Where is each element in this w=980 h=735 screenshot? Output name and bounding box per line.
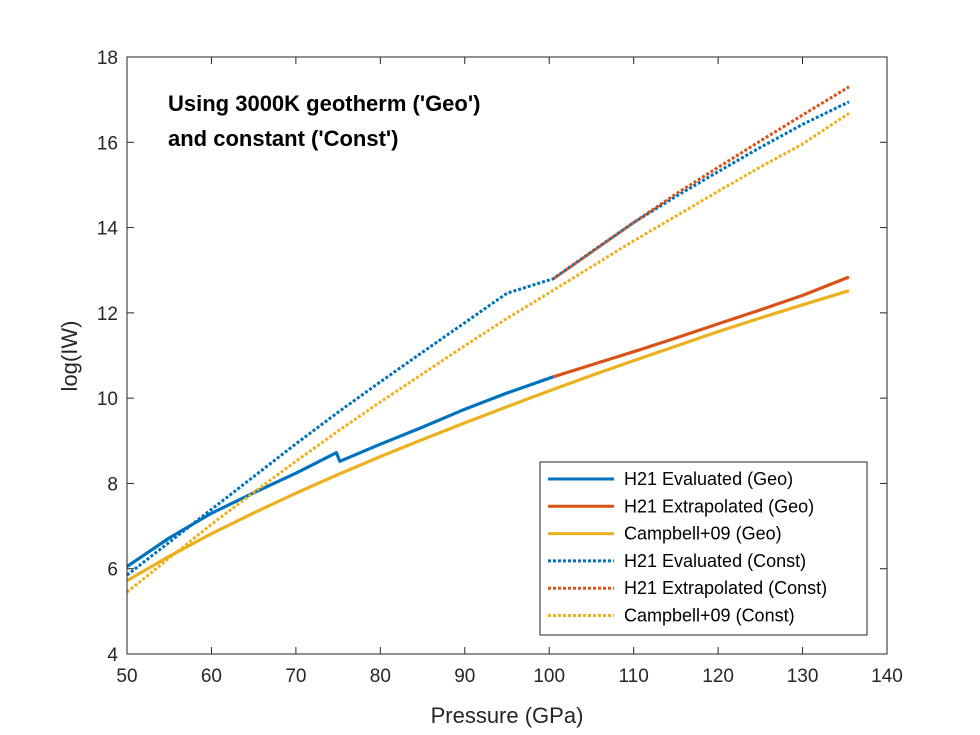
y-tick-label: 18 [97,48,118,69]
annotation-line-2: and constant ('Const') [168,126,398,151]
x-tick-label: 120 [702,666,734,687]
series-line-1 [126,375,554,568]
x-tick-label: 140 [871,666,903,687]
x-tick-label: 130 [787,666,819,687]
ticks-layer: 50 60 70 80 90 100 110 120 130 140 4 6 8 10 12 14 16 18 [97,48,903,687]
legend-box [539,461,868,636]
series-line-3 [126,289,850,583]
x-tick-label: 100 [533,666,565,687]
y-axis-label: log(IW) [57,321,82,392]
legend: H21 Evaluated (Geo) H21 Extrapolated (Geo… [539,461,868,636]
y-tick-label: 8 [107,474,118,495]
legend-label-3: Campbell+09 (Geo) [624,524,782,544]
x-tick-label: 60 [201,666,222,687]
legend-label-4: H21 Evaluated (Const) [624,551,806,571]
series-layer [126,85,850,594]
legend-label-1: H21 Evaluated (Geo) [624,469,793,489]
series-line-2 [552,275,850,379]
series-line-4 [126,100,850,577]
x-tick-label: 90 [454,666,475,687]
y-tick-label: 12 [97,304,118,325]
x-tick-label: 110 [619,666,649,687]
plot-frame [126,56,888,655]
legend-label-2: H21 Extrapolated (Geo) [624,496,814,516]
series-line-6 [126,112,850,594]
y-tick-label: 14 [97,219,119,240]
annotation-line-1: Using 3000K geotherm ('Geo') [168,91,480,116]
y-tick-label: 10 [97,389,118,410]
y-tick-label: 4 [107,645,118,666]
legend-label-6: Campbell+09 (Const) [624,606,795,626]
legend-label-5: H21 Extrapolated (Const) [624,578,827,598]
x-tick-label: 70 [285,666,306,687]
legend-items: H21 Evaluated (Geo) H21 Extrapolated (Geo… [548,469,827,626]
x-axis-label: Pressure (GPa) [431,703,584,728]
y-tick-label: 6 [107,560,118,581]
y-tick-label: 16 [97,133,118,154]
x-tick-label: 80 [370,666,391,687]
x-tick-label: 50 [116,666,137,687]
